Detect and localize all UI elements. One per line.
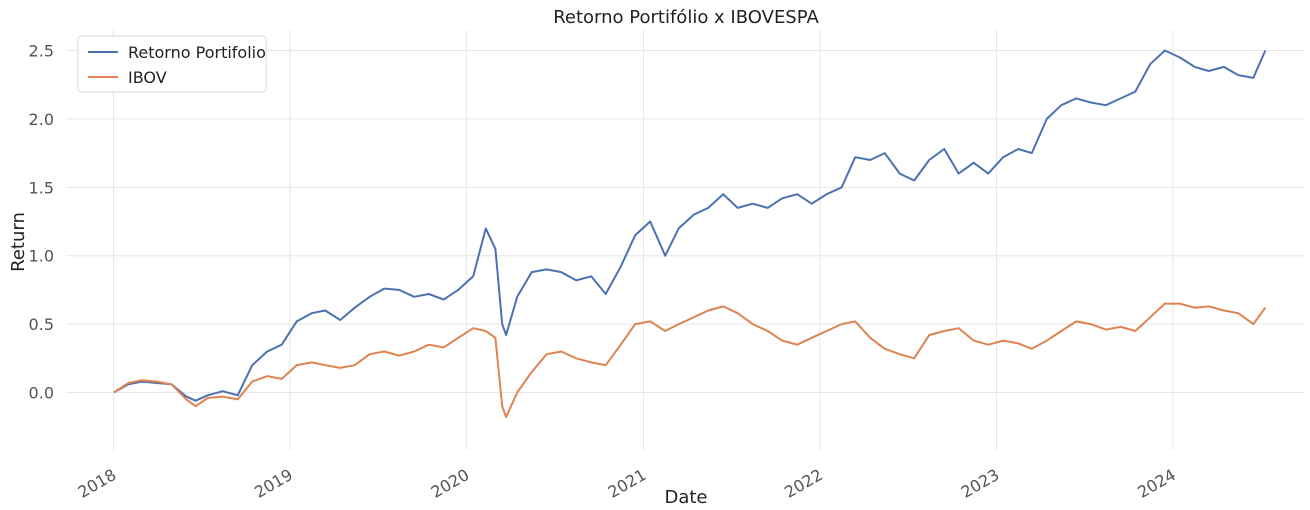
x-tick-label: 2019 [251, 465, 296, 502]
x-axis: 2018 2019 2020 2021 2022 2023 2024 [75, 465, 1179, 502]
series-line-portfolio [113, 49, 1267, 402]
y-axis: 0.0 0.5 1.0 1.5 2.0 2.5 [29, 42, 54, 403]
grid [66, 30, 1305, 450]
legend-label-ibov: IBOV [128, 68, 167, 87]
y-axis-title: Return [8, 212, 29, 272]
legend-frame [77, 35, 267, 93]
x-tick-label: 2024 [1134, 465, 1179, 502]
x-tick-label: 2023 [958, 465, 1003, 502]
x-tick-label: 2022 [781, 465, 826, 502]
y-tick-label: 0.0 [29, 384, 54, 403]
y-tick-label: 2.5 [29, 42, 54, 61]
x-tick-label: 2021 [605, 465, 650, 502]
chart-title: Retorno Portifólio x IBOVESPA [553, 7, 819, 28]
series-layer [113, 49, 1267, 419]
y-tick-label: 1.5 [29, 178, 54, 197]
x-axis-title: Date [664, 487, 707, 508]
series-line-ibov [113, 302, 1267, 419]
y-tick-label: 0.5 [29, 315, 54, 334]
x-tick-label: 2018 [75, 465, 120, 502]
y-tick-label: 1.0 [29, 247, 54, 266]
y-tick-label: 2.0 [29, 110, 54, 129]
legend-label-portfolio: Retorno Portifolio [128, 43, 266, 62]
legend: Retorno Portifolio IBOV [77, 35, 267, 93]
x-tick-label: 2020 [428, 465, 473, 502]
